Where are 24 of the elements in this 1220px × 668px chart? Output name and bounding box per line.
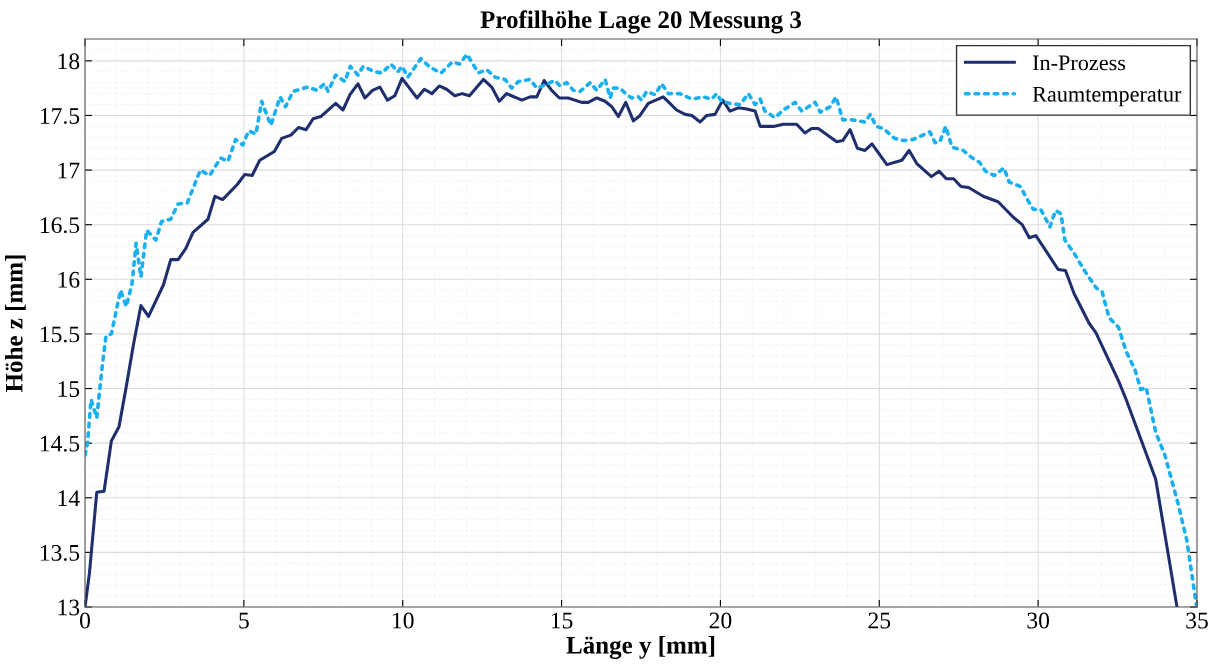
x-tick-label: 0 <box>80 612 90 629</box>
x-tick-label: 10 <box>392 612 414 629</box>
y-tick-label: 13.5 <box>40 544 80 561</box>
y-tick-label: 16.5 <box>40 217 80 234</box>
chart-title: Profilhöhe Lage 20 Messung 3 <box>480 10 802 34</box>
y-tick-label: 17.5 <box>40 108 80 124</box>
y-axis-title: Höhe z [mm] <box>5 255 26 392</box>
y-tick-label: 14.5 <box>40 435 80 452</box>
x-tick-label: 5 <box>239 612 249 629</box>
y-tick-label: 14 <box>58 490 80 506</box>
y-tick-label: 15 <box>58 381 80 397</box>
legend-label: In-Prozess <box>1032 55 1126 71</box>
x-tick-label: 20 <box>709 612 732 629</box>
y-tick-label: 16 <box>58 271 80 288</box>
y-tick-label: 18 <box>58 53 80 70</box>
y-tick-label: 13 <box>58 599 80 616</box>
y-tick-label: 15.5 <box>40 326 80 343</box>
x-tick-label: 25 <box>868 612 891 629</box>
x-tick-label: 30 <box>1027 612 1050 629</box>
x-axis-title: Länge y [mm] <box>566 636 715 659</box>
legend-label: Raumtemperatur <box>1032 86 1182 107</box>
x-tick-label: 35 <box>1186 612 1208 629</box>
x-tick-label: 15 <box>551 612 573 629</box>
y-tick-label: 17 <box>58 162 80 179</box>
